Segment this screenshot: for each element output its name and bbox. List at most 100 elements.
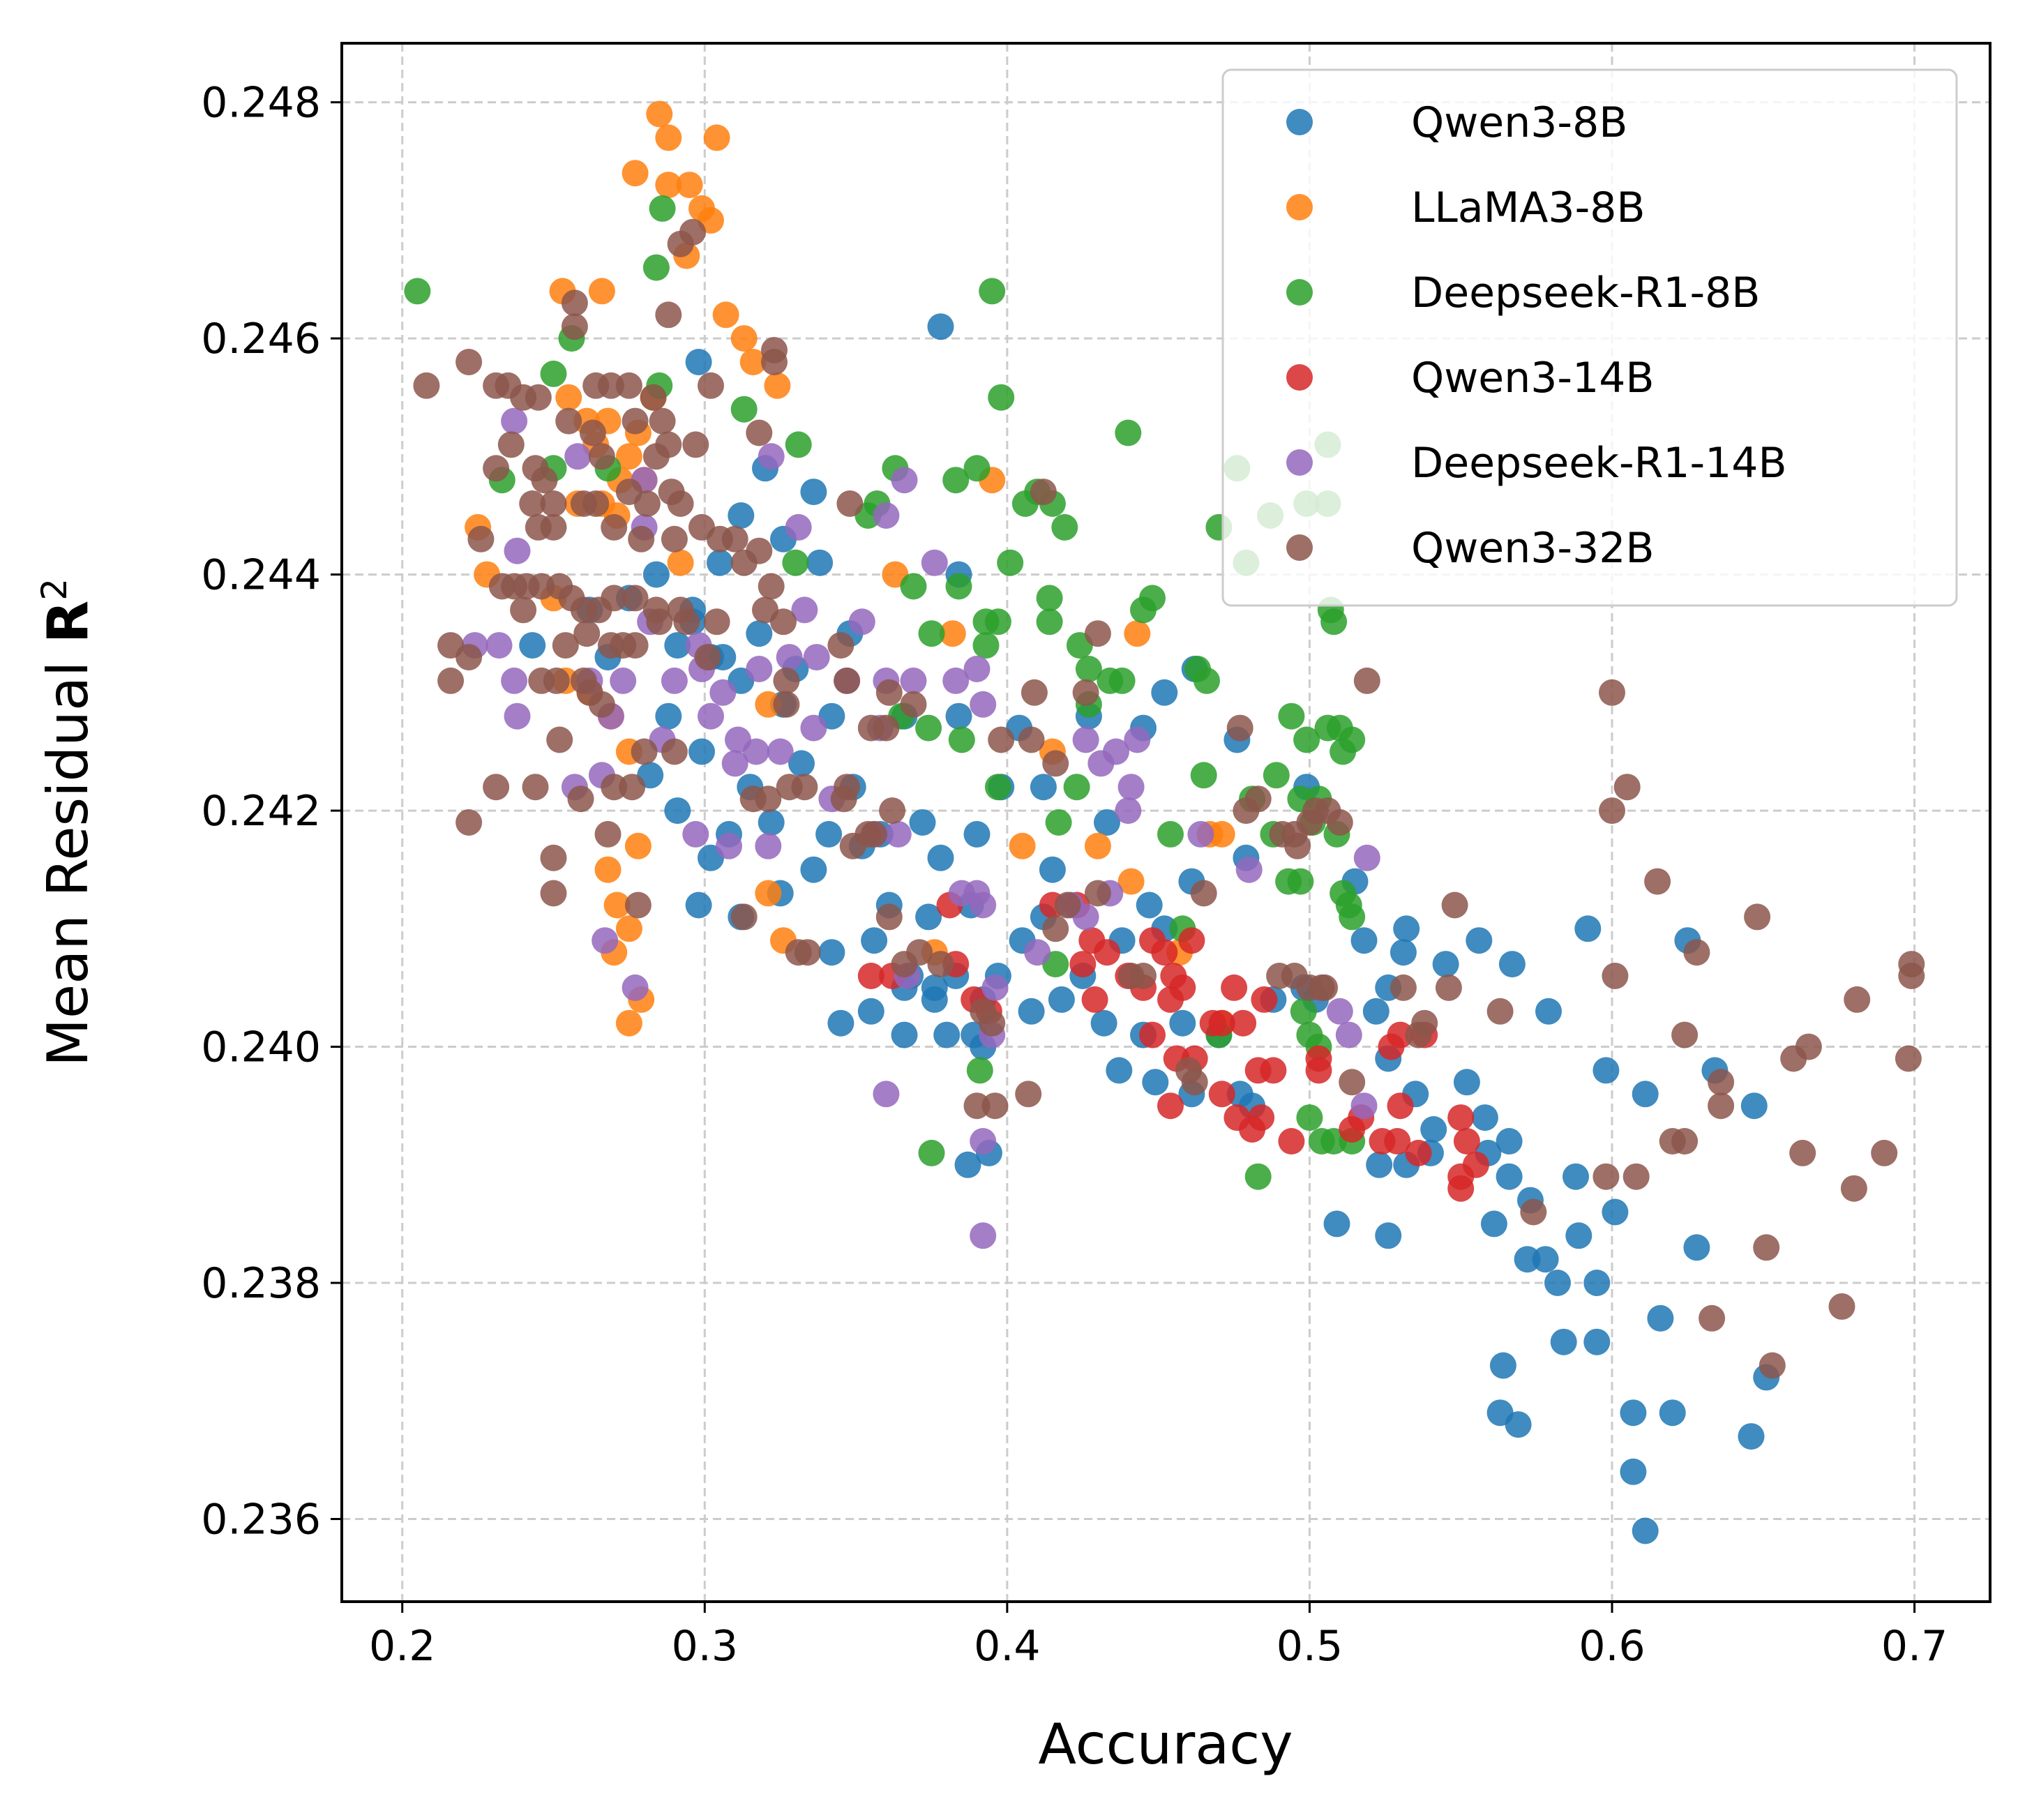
data-point — [1840, 1175, 1867, 1202]
data-point — [601, 513, 628, 541]
data-point — [546, 726, 573, 753]
data-point — [601, 774, 628, 801]
data-point — [1117, 774, 1145, 801]
data-point — [981, 1092, 1009, 1120]
data-point — [1106, 1057, 1133, 1084]
data-point — [1239, 1116, 1266, 1143]
data-point — [1671, 1021, 1699, 1048]
legend-label: Qwen3-14B — [1411, 354, 1655, 403]
data-point — [588, 278, 615, 305]
data-point — [485, 632, 513, 659]
data-point — [794, 939, 821, 966]
data-point — [1498, 951, 1526, 978]
data-point — [1740, 1092, 1768, 1120]
data-point — [834, 667, 861, 694]
data-point — [1087, 750, 1115, 777]
data-point — [1115, 797, 1142, 825]
data-point — [900, 667, 927, 694]
data-point — [1021, 679, 1048, 706]
data-point — [622, 632, 649, 659]
x-tick-label: 0.2 — [369, 1622, 435, 1671]
data-point — [1339, 903, 1366, 931]
data-point — [1871, 1139, 1898, 1166]
data-point — [1471, 1104, 1498, 1131]
series-qwen3-14b — [857, 892, 1489, 1202]
data-point — [540, 490, 567, 517]
data-point — [1081, 986, 1108, 1013]
data-point — [588, 691, 615, 718]
data-point — [1647, 1304, 1674, 1332]
data-point — [939, 620, 966, 647]
data-point — [1738, 1423, 1765, 1450]
data-point — [1036, 608, 1063, 636]
data-point — [1480, 1210, 1507, 1238]
data-point — [1708, 1069, 1735, 1096]
data-point — [758, 809, 785, 836]
data-point — [970, 1128, 997, 1155]
data-point — [945, 702, 972, 730]
data-point — [698, 372, 724, 399]
data-point — [655, 301, 682, 329]
data-point — [1260, 1057, 1287, 1084]
data-point — [642, 443, 670, 470]
data-point — [836, 490, 864, 517]
data-point — [755, 691, 782, 718]
y-tick-label: 0.240 — [201, 1023, 321, 1072]
data-point — [764, 372, 791, 399]
legend-marker — [1286, 364, 1313, 391]
data-point — [948, 726, 975, 753]
data-point — [1602, 1198, 1629, 1226]
data-point — [709, 679, 737, 706]
data-point — [909, 809, 936, 836]
data-point — [1090, 1009, 1117, 1037]
data-point — [927, 951, 954, 978]
data-point — [628, 525, 655, 552]
data-point — [1613, 774, 1641, 801]
data-point — [1063, 774, 1090, 801]
data-point — [743, 738, 769, 765]
data-point — [1378, 1033, 1405, 1060]
data-point — [954, 1151, 981, 1178]
data-point — [1599, 797, 1625, 825]
data-point — [582, 490, 610, 517]
data-point — [1136, 892, 1163, 919]
data-point — [716, 832, 742, 859]
data-point — [1432, 951, 1459, 978]
data-point — [567, 785, 594, 813]
data-point — [818, 939, 845, 966]
data-point — [806, 549, 834, 576]
data-point — [1069, 951, 1097, 978]
data-point — [966, 1057, 993, 1084]
data-point — [619, 774, 646, 801]
data-point — [622, 160, 649, 187]
data-point — [1130, 963, 1157, 989]
data-point — [755, 832, 782, 859]
data-point — [1683, 1234, 1710, 1261]
data-point — [800, 479, 827, 506]
data-point — [1075, 656, 1102, 682]
data-point — [739, 349, 767, 375]
data-point — [682, 820, 709, 848]
data-point — [942, 467, 970, 494]
legend-box — [1221, 68, 1958, 607]
data-point — [791, 774, 818, 801]
data-point — [1387, 1092, 1414, 1120]
data-point — [1072, 726, 1099, 753]
data-point — [758, 443, 785, 470]
legend-marker — [1286, 534, 1313, 561]
data-point — [540, 844, 567, 871]
data-point — [1505, 1411, 1532, 1438]
data-point — [963, 820, 991, 848]
data-point — [540, 880, 567, 907]
y-tick-label: 0.244 — [201, 551, 321, 600]
data-point — [655, 172, 682, 199]
data-point — [631, 738, 658, 765]
data-point — [497, 431, 525, 458]
data-point — [1311, 974, 1339, 1001]
data-point — [782, 549, 809, 576]
data-point — [649, 407, 676, 435]
data-point — [1671, 1128, 1699, 1155]
data-point — [1208, 820, 1235, 848]
data-point — [1326, 998, 1353, 1025]
data-point — [1151, 679, 1178, 706]
